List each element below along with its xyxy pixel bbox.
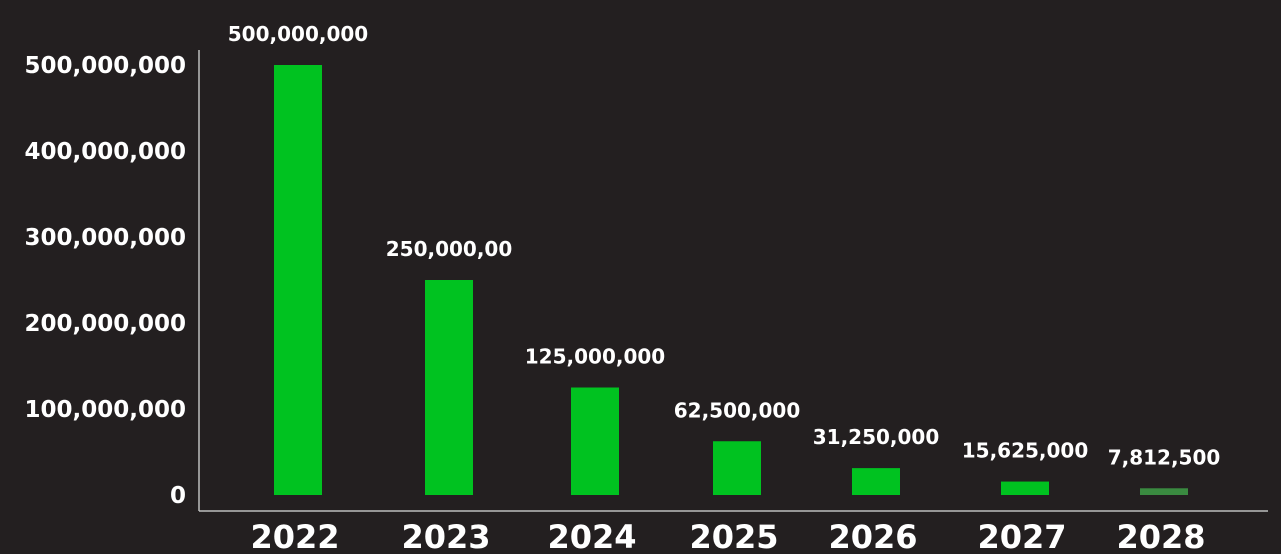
y-tick-label: 400,000,000 (24, 139, 186, 165)
data-label-2025: 62,500,000 (674, 398, 801, 422)
bar-2023 (425, 280, 473, 495)
data-label-2027: 15,625,000 (962, 439, 1089, 463)
data-label-2022: 500,000,000 (228, 22, 368, 46)
bar-2027 (1001, 481, 1049, 495)
bar-2026 (852, 468, 900, 495)
bar-2028 (1140, 488, 1188, 495)
data-label-2023: 250,000,00 (386, 237, 513, 261)
data-label-2026: 31,250,000 (813, 425, 940, 449)
x-tick-label-2023: 2023 (401, 518, 490, 554)
bar-2022 (274, 65, 322, 495)
bar-2025 (713, 441, 761, 495)
bars (274, 65, 1188, 495)
data-label-2024: 125,000,000 (525, 345, 665, 369)
data-labels: 500,000,000 250,000,00 125,000,000 62,500,0… (228, 22, 1221, 469)
x-tick-label-2025: 2025 (689, 518, 778, 554)
y-tick-labels: 0 100,000,000 200,000,000 300,000,000 400,00… (24, 53, 186, 509)
x-tick-label-2027: 2027 (977, 518, 1066, 554)
x-tick-labels: 2022 2023 2024 2025 2026 2027 2028 (250, 518, 1205, 554)
bar-2024 (571, 387, 619, 495)
y-tick-label: 0 (170, 483, 186, 509)
x-tick-label-2026: 2026 (828, 518, 917, 554)
y-tick-label: 100,000,000 (24, 397, 186, 423)
data-label-2028: 7,812,500 (1108, 445, 1221, 469)
x-tick-label-2024: 2024 (547, 518, 636, 554)
y-tick-label: 300,000,000 (24, 225, 186, 251)
y-tick-label: 500,000,000 (24, 53, 186, 79)
x-tick-label-2022: 2022 (250, 518, 339, 554)
y-tick-label: 200,000,000 (24, 311, 186, 337)
x-tick-label-2028: 2028 (1116, 518, 1205, 554)
